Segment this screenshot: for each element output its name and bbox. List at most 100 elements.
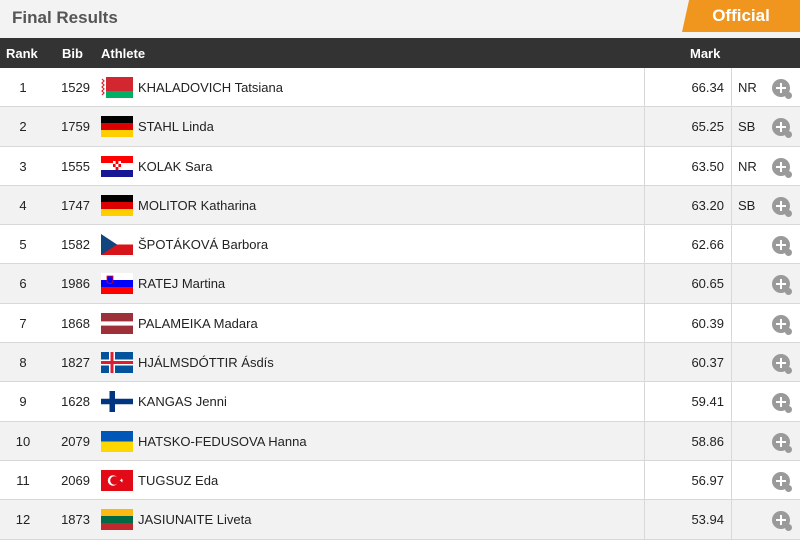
mark-cell: 63.20 xyxy=(691,197,724,213)
country-flag-icon xyxy=(101,234,133,256)
athlete-name: RATEJ Martina xyxy=(138,276,226,292)
bib-cell: 1986 xyxy=(61,276,90,292)
column-header-athlete: Athlete xyxy=(101,46,146,61)
expand-details-icon[interactable] xyxy=(772,354,792,375)
rank-cell: 1 xyxy=(19,80,27,95)
expand-details-icon[interactable] xyxy=(772,432,792,453)
table-header: Rank Bib Athlete Mark xyxy=(0,38,800,68)
expand-details-icon[interactable] xyxy=(772,196,792,217)
rank-cell: 11 xyxy=(16,472,30,488)
table-row[interactable]: 3 1555 KOLAK Sara 63.50 NR xyxy=(0,146,800,186)
bib-cell: 1555 xyxy=(61,158,90,174)
country-flag-icon xyxy=(101,391,133,413)
mark-column-box xyxy=(644,303,732,343)
bib-cell: 1529 xyxy=(61,80,90,95)
bib-cell: 1582 xyxy=(61,237,90,253)
expand-details-icon[interactable] xyxy=(772,118,792,139)
rank-cell: 3 xyxy=(19,158,27,174)
country-flag-icon xyxy=(101,155,133,177)
column-header-mark: Mark xyxy=(690,46,721,61)
mark-cell: 60.37 xyxy=(691,355,724,371)
mark-column-box xyxy=(644,382,732,421)
rank-cell: 9 xyxy=(19,394,27,410)
table-row[interactable]: 2 1759 STAHL Linda 65.25 SB xyxy=(0,107,800,147)
rank-cell: 10 xyxy=(15,433,31,449)
bib-cell: 1759 xyxy=(61,119,90,135)
bib-cell: 1873 xyxy=(61,512,90,528)
mark-column-box xyxy=(644,225,732,264)
results-table-body: 1 1529 KHALADOVICH Tatsiana 66.34 NR 2 1759 STA… xyxy=(0,68,800,540)
rank-cell: 12 xyxy=(15,512,31,528)
expand-details-icon[interactable] xyxy=(772,511,792,532)
country-flag-icon xyxy=(101,312,133,334)
mark-cell: 66.34 xyxy=(691,80,724,95)
country-flag-icon xyxy=(101,273,133,295)
athlete-name: KHALADOVICH Tatsiana xyxy=(138,80,283,95)
athlete-name: KANGAS Jenni xyxy=(138,394,227,410)
expand-details-icon[interactable] xyxy=(772,236,792,257)
mark-cell: 58.86 xyxy=(691,433,724,449)
mark-column-box xyxy=(644,421,732,460)
bib-cell: 1628 xyxy=(61,394,90,410)
athlete-name: HATSKO-FEDUSOVA Hanna xyxy=(138,433,307,449)
record-note: SB xyxy=(738,197,756,213)
mark-cell: 60.39 xyxy=(691,315,724,331)
rank-cell: 6 xyxy=(19,276,27,292)
mark-cell: 65.25 xyxy=(691,119,724,135)
table-row[interactable]: 5 1582 ŠPOTÁKOVÁ Barbora 62.66 xyxy=(0,225,800,265)
expand-details-icon[interactable] xyxy=(772,471,792,492)
table-row[interactable]: 7 1868 PALAMEIKA Madara 60.39 xyxy=(0,303,800,344)
athlete-name: PALAMEIKA Madara xyxy=(138,315,258,331)
table-row[interactable]: 1 1529 KHALADOVICH Tatsiana 66.34 NR xyxy=(0,68,800,108)
rank-cell: 8 xyxy=(19,355,27,371)
bib-cell: 2069 xyxy=(61,472,90,488)
athlete-name: STAHL Linda xyxy=(138,119,214,135)
table-row[interactable]: 6 1986 RATEJ Martina 60.65 xyxy=(0,264,800,304)
table-row[interactable]: 9 1628 KANGAS Jenni 59.41 xyxy=(0,382,800,422)
mark-column-box xyxy=(644,185,732,225)
athlete-name: MOLITOR Katharina xyxy=(138,197,257,213)
country-flag-icon xyxy=(101,509,133,531)
column-header-rank: Rank xyxy=(6,46,38,61)
record-note: NR xyxy=(738,80,757,95)
mark-column-box xyxy=(644,264,732,303)
mark-cell: 59.41 xyxy=(691,394,724,410)
results-header-bar: Final Results Official xyxy=(0,0,800,38)
mark-cell: 53.94 xyxy=(691,512,724,528)
expand-details-icon[interactable] xyxy=(772,157,792,178)
mark-column-box xyxy=(644,68,732,107)
mark-cell: 63.50 xyxy=(691,158,724,174)
table-row[interactable]: 12 1873 JASIUNAITE Liveta 53.94 xyxy=(0,500,800,540)
athlete-name: ŠPOTÁKOVÁ Barbora xyxy=(138,237,269,253)
mark-column-box xyxy=(644,107,732,146)
expand-details-icon[interactable] xyxy=(772,393,792,414)
table-row[interactable]: 4 1747 MOLITOR Katharina 63.20 SB xyxy=(0,185,800,226)
table-row[interactable]: 8 1827 HJÁLMSDÓTTIR Ásdís 60.37 xyxy=(0,343,800,383)
rank-cell: 2 xyxy=(19,119,27,135)
mark-cell: 60.65 xyxy=(691,276,724,292)
expand-details-icon[interactable] xyxy=(772,314,792,335)
country-flag-icon xyxy=(101,116,133,138)
table-row[interactable]: 11 2069 TUGSUZ Eda 56.97 xyxy=(0,460,800,501)
expand-details-icon[interactable] xyxy=(772,275,792,296)
record-note: NR xyxy=(738,158,757,174)
athlete-name: HJÁLMSDÓTTIR Ásdís xyxy=(138,355,274,371)
bib-cell: 1747 xyxy=(61,197,90,213)
mark-cell: 62.66 xyxy=(691,237,724,253)
rank-cell: 5 xyxy=(19,237,27,253)
rank-cell: 4 xyxy=(19,197,27,213)
expand-details-icon[interactable] xyxy=(772,79,792,99)
bib-cell: 1827 xyxy=(61,355,90,371)
athlete-name: TUGSUZ Eda xyxy=(138,472,219,488)
bib-cell: 2079 xyxy=(61,433,90,449)
country-flag-icon xyxy=(101,469,133,491)
bib-cell: 1868 xyxy=(61,315,90,331)
mark-column-box xyxy=(644,460,732,500)
column-header-bib: Bib xyxy=(62,46,83,61)
rank-cell: 7 xyxy=(19,315,27,331)
country-flag-icon xyxy=(101,430,133,452)
mark-column-box xyxy=(644,146,732,185)
table-row[interactable]: 10 2079 HATSKO-FEDUSOVA Hanna 58.86 xyxy=(0,421,800,461)
country-flag-icon xyxy=(101,77,133,98)
country-flag-icon xyxy=(101,352,133,374)
